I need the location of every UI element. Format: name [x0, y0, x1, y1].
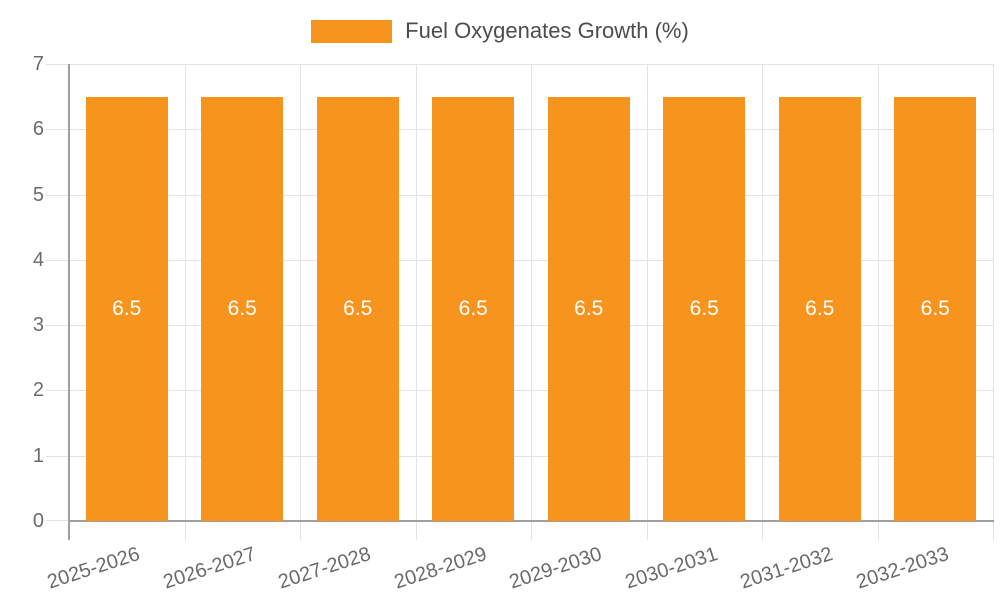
x-axis-label: 2031-2032 [737, 543, 836, 594]
bar[interactable] [778, 96, 861, 521]
x-axis-label: 2028-2029 [391, 543, 490, 594]
bar[interactable] [663, 96, 746, 521]
x-axis-label: 2032-2033 [853, 543, 952, 594]
bar-value-label: 6.5 [227, 296, 257, 320]
y-gridline [46, 325, 993, 327]
bar-value-label: 6.5 [574, 296, 604, 320]
y-axis-tick [46, 520, 69, 521]
legend-label: Fuel Oxygenates Growth (%) [405, 18, 689, 43]
bar-value-label: 6.5 [805, 296, 835, 320]
bar[interactable] [894, 96, 977, 521]
x-axis-label: 2025-2026 [44, 543, 143, 594]
y-axis-label: 7 [32, 53, 44, 75]
x-axis-label: 2029-2030 [506, 543, 605, 594]
x-gridline [646, 64, 648, 540]
bar-value-label: 6.5 [112, 296, 142, 320]
y-gridline [46, 455, 993, 457]
y-gridline [46, 64, 993, 65]
bar[interactable] [85, 96, 168, 521]
x-axis-label: 2030-2031 [622, 543, 721, 594]
x-gridline [762, 64, 763, 540]
y-axis-label: 4 [32, 248, 44, 271]
bar-value-label: 6.5 [343, 296, 373, 320]
y-axis-label: 3 [32, 314, 44, 337]
legend-item-fuel-oxygenates[interactable]: Fuel Oxygenates Growth (%) [311, 18, 689, 44]
x-gridline [300, 64, 301, 540]
y-gridline [46, 129, 993, 131]
y-axis-label: 1 [32, 444, 44, 467]
legend-swatch-icon [311, 19, 393, 43]
x-gridline [993, 64, 994, 540]
bar-value-label: 6.5 [689, 296, 719, 320]
y-axis-label: 5 [32, 183, 44, 206]
x-axis-label: 2027-2028 [275, 543, 374, 594]
legend: Fuel Oxygenates Growth (%) [0, 18, 1000, 44]
x-axis-line [68, 520, 994, 522]
y-gridline [46, 390, 993, 392]
x-gridline [184, 64, 186, 540]
y-gridline [46, 259, 993, 261]
bar-value-label: 6.5 [920, 296, 950, 320]
y-axis-line [68, 64, 70, 540]
y-axis-label: 0 [32, 510, 44, 532]
x-gridline [877, 64, 879, 540]
y-axis-label: 6 [32, 118, 44, 141]
bar[interactable] [432, 96, 515, 521]
x-gridline [531, 64, 532, 540]
bar[interactable] [547, 96, 630, 521]
x-axis-label: 2026-2027 [160, 543, 259, 594]
x-gridline [415, 64, 417, 540]
bar-value-label: 6.5 [458, 296, 488, 320]
y-axis-label: 2 [32, 379, 44, 402]
bar[interactable] [316, 96, 399, 521]
bar[interactable] [201, 96, 284, 521]
y-gridline [46, 194, 993, 196]
